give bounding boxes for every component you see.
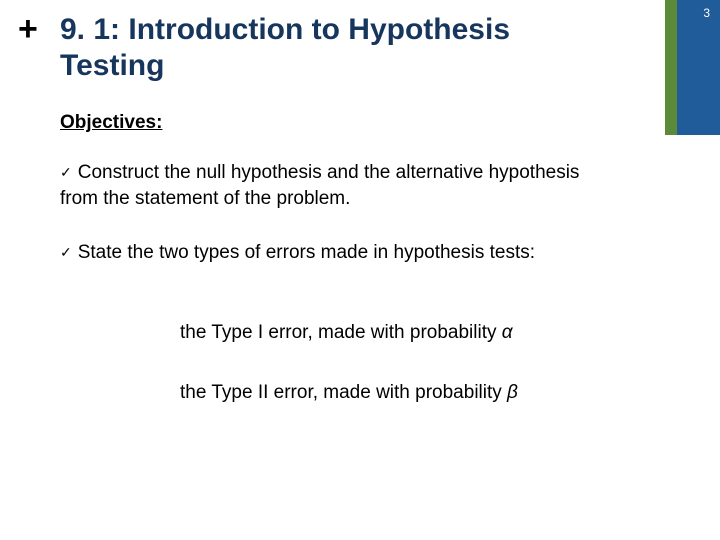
objective-item-2: ✓ State the two types of errors made in h… xyxy=(60,240,620,266)
sidebar-green-stripe xyxy=(665,0,677,135)
objectives-heading: Objectives: xyxy=(60,112,162,134)
objective-item-1: ✓Construct the null hypothesis and the a… xyxy=(60,160,620,211)
sidebar-blue-block: 3 xyxy=(677,0,720,135)
slide-title: 9. 1: Introduction to Hypothesis Testing xyxy=(60,12,600,84)
sub-item-type1: the Type I error, made with probability … xyxy=(180,320,640,346)
sub-item-2-prefix: the Type II error, made with probability xyxy=(180,382,507,403)
page-number: 3 xyxy=(703,6,710,20)
check-icon: ✓ xyxy=(60,164,72,180)
sub-item-1-prefix: the Type I error, made with probability xyxy=(180,322,502,343)
objective-2-text: State the two types of errors made in hy… xyxy=(78,242,535,263)
sidebar-accent: 3 xyxy=(665,0,720,135)
beta-symbol: β xyxy=(507,382,518,403)
plus-decorator: + xyxy=(18,10,38,49)
check-icon: ✓ xyxy=(60,244,72,260)
alpha-symbol: α xyxy=(502,322,513,343)
objective-1-text: Construct the null hypothesis and the al… xyxy=(60,162,579,209)
sub-item-type2: the Type II error, made with probability… xyxy=(180,380,640,406)
